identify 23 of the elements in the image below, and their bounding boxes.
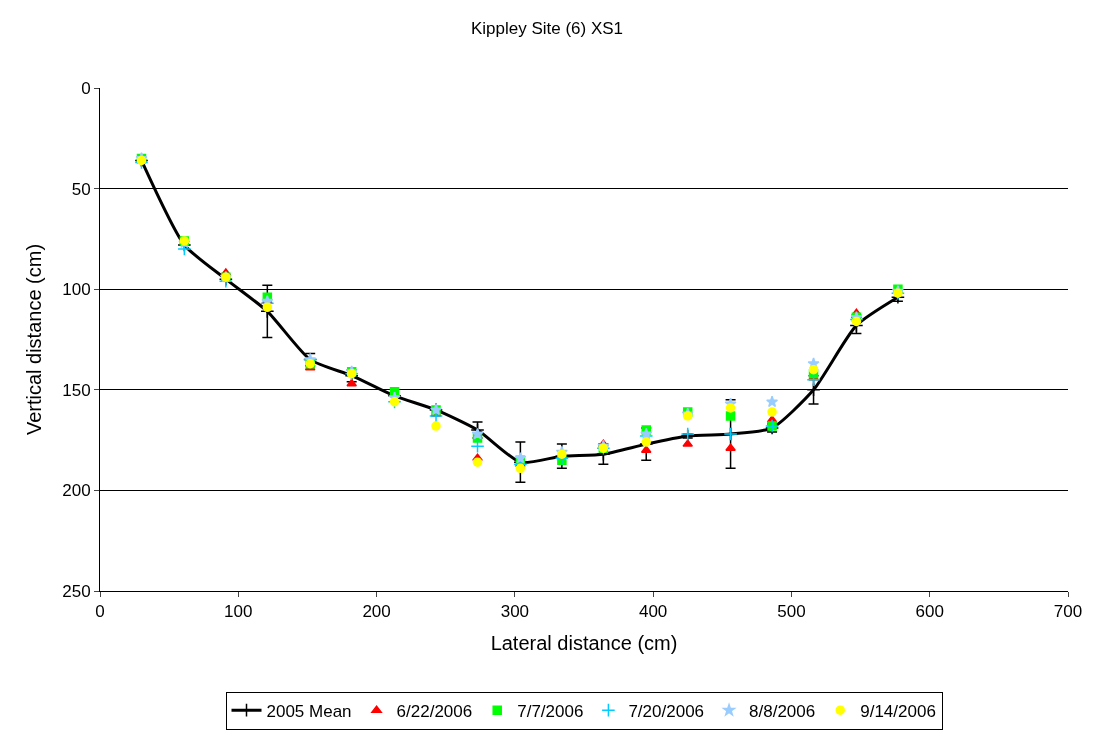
y-tick-label: 250 bbox=[62, 581, 91, 601]
y-tick-label: 50 bbox=[71, 179, 91, 199]
x-tick-label: 700 bbox=[1053, 602, 1083, 622]
legend-label: 6/22/2006 bbox=[396, 701, 473, 721]
x-tick-label: 0 bbox=[95, 602, 105, 622]
x-tick-label: 300 bbox=[500, 602, 530, 622]
y-axis-title: Vertical distance (cm) bbox=[22, 243, 45, 436]
x-tick-label: 100 bbox=[224, 602, 253, 622]
x-axis-title: Lateral distance (cm) bbox=[490, 631, 678, 654]
x-tick-label: 600 bbox=[915, 602, 944, 622]
x-tick-label: 200 bbox=[362, 602, 391, 622]
legend-label: 7/7/2006 bbox=[517, 701, 584, 721]
y-tick-label: 200 bbox=[62, 481, 91, 501]
legend-label: 8/8/2006 bbox=[749, 701, 816, 721]
y-tick-label: 0 bbox=[81, 78, 91, 98]
x-tick-label: 400 bbox=[638, 602, 668, 622]
legend-label: 7/20/2006 bbox=[628, 701, 705, 721]
legend-label: 2005 Mean bbox=[266, 701, 352, 721]
x-tick-label: 500 bbox=[777, 602, 806, 622]
y-tick-label: 100 bbox=[62, 280, 91, 300]
legend-label: 9/14/2006 bbox=[860, 701, 936, 721]
y-tick-label: 150 bbox=[62, 380, 91, 400]
chart-title: Kippley Site (6) XS1 bbox=[470, 19, 624, 39]
